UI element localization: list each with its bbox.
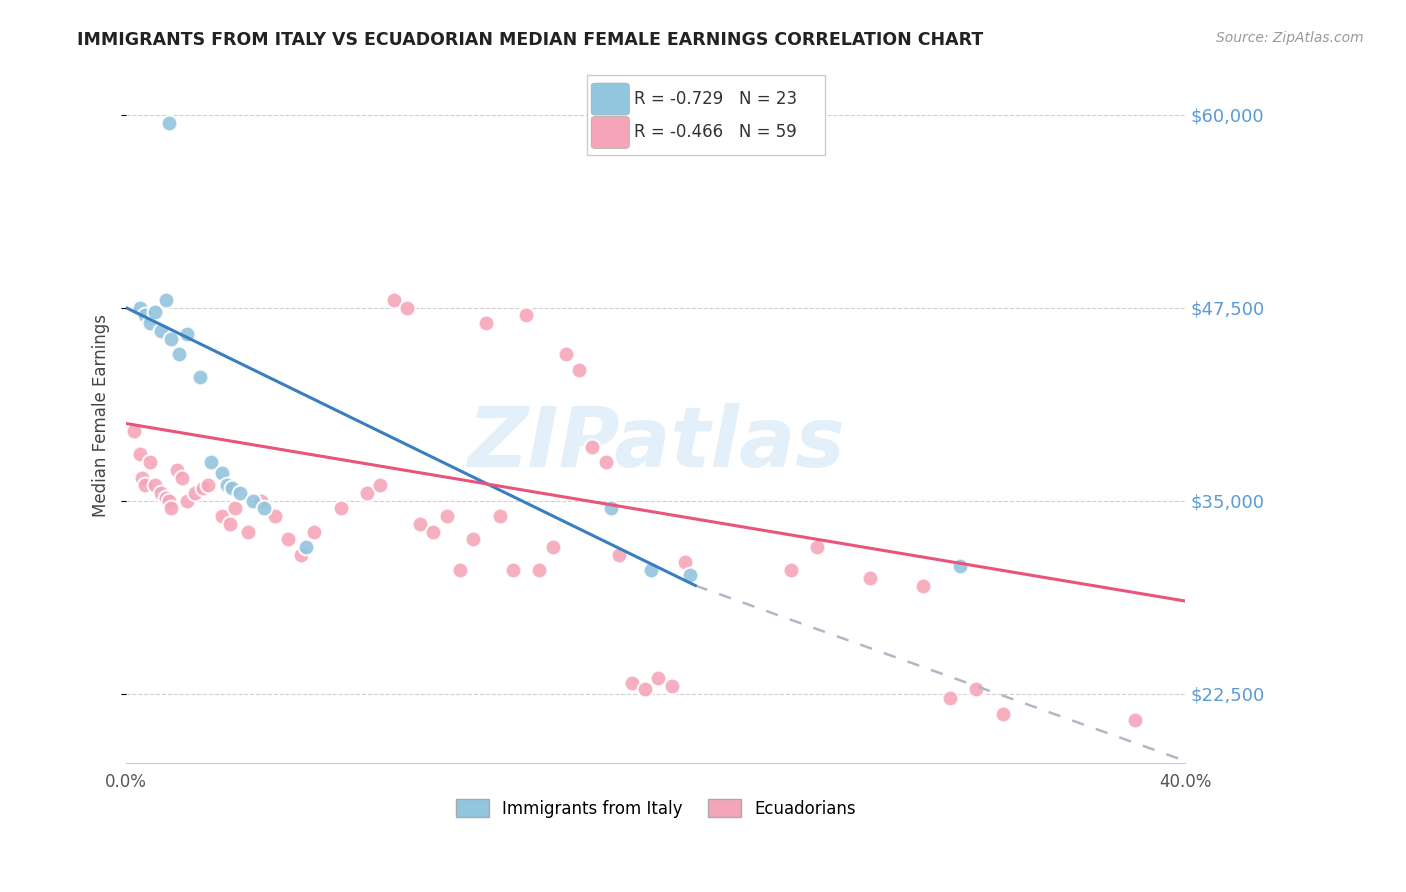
Point	[157, 115, 180, 129]
Point	[215, 478, 238, 492]
Point	[128, 447, 150, 461]
Point	[191, 482, 214, 496]
Text: R = -0.466   N = 59: R = -0.466 N = 59	[634, 123, 796, 142]
Point	[200, 455, 222, 469]
Point	[229, 486, 252, 500]
Point	[502, 563, 524, 577]
Point	[991, 706, 1014, 721]
Point	[595, 455, 617, 469]
Point	[329, 501, 352, 516]
Point	[149, 486, 172, 500]
Point	[356, 486, 378, 500]
Point	[304, 524, 326, 539]
Point	[436, 509, 458, 524]
FancyBboxPatch shape	[586, 76, 825, 155]
Point	[661, 679, 683, 693]
Point	[190, 370, 212, 384]
Point	[640, 563, 662, 577]
Point	[949, 558, 972, 573]
Point	[295, 540, 318, 554]
Point	[647, 671, 669, 685]
Point	[236, 524, 259, 539]
Point	[139, 316, 162, 330]
Point	[290, 548, 312, 562]
Text: ZIPatlas: ZIPatlas	[467, 403, 845, 484]
Point	[167, 347, 190, 361]
Point	[395, 301, 418, 315]
Point	[422, 524, 444, 539]
Point	[515, 309, 537, 323]
Point	[250, 493, 273, 508]
Point	[382, 293, 405, 307]
Point	[599, 501, 621, 516]
Point	[607, 548, 630, 562]
Point	[218, 516, 240, 531]
Point	[242, 493, 264, 508]
FancyBboxPatch shape	[592, 117, 630, 148]
Y-axis label: Median Female Earnings: Median Female Earnings	[93, 314, 110, 517]
FancyBboxPatch shape	[592, 83, 630, 115]
Point	[160, 332, 183, 346]
Point	[938, 691, 960, 706]
Point	[449, 563, 471, 577]
Point	[128, 301, 150, 315]
Text: Source: ZipAtlas.com: Source: ZipAtlas.com	[1216, 31, 1364, 45]
Point	[176, 493, 198, 508]
Point	[409, 516, 432, 531]
Point	[370, 478, 392, 492]
Point	[673, 556, 696, 570]
Point	[145, 305, 167, 319]
Point	[134, 309, 156, 323]
Point	[253, 501, 276, 516]
Point	[488, 509, 510, 524]
Point	[122, 424, 145, 438]
Point	[277, 533, 299, 547]
Point	[131, 470, 153, 484]
Point	[149, 324, 172, 338]
Point	[621, 676, 644, 690]
Point	[463, 533, 485, 547]
Point	[157, 493, 180, 508]
Point	[679, 567, 702, 582]
Point	[806, 540, 828, 554]
Point	[1123, 713, 1146, 727]
Point	[211, 509, 233, 524]
Point	[155, 293, 177, 307]
Text: R = -0.729   N = 23: R = -0.729 N = 23	[634, 90, 797, 108]
Legend: Immigrants from Italy, Ecuadorians: Immigrants from Italy, Ecuadorians	[449, 793, 863, 824]
Point	[139, 455, 162, 469]
Point	[859, 571, 882, 585]
Point	[541, 540, 564, 554]
Point	[554, 347, 576, 361]
Point	[965, 681, 987, 696]
Point	[581, 440, 603, 454]
Point	[224, 501, 246, 516]
Point	[170, 470, 193, 484]
Point	[184, 486, 207, 500]
Text: IMMIGRANTS FROM ITALY VS ECUADORIAN MEDIAN FEMALE EARNINGS CORRELATION CHART: IMMIGRANTS FROM ITALY VS ECUADORIAN MEDI…	[77, 31, 984, 49]
Point	[145, 478, 167, 492]
Point	[779, 563, 801, 577]
Point	[155, 491, 177, 505]
Point	[197, 478, 219, 492]
Point	[568, 362, 591, 376]
Point	[475, 316, 498, 330]
Point	[529, 563, 551, 577]
Point	[634, 681, 657, 696]
Point	[134, 478, 156, 492]
Point	[221, 482, 243, 496]
Point	[263, 509, 285, 524]
Point	[160, 501, 183, 516]
Point	[912, 579, 935, 593]
Point	[211, 466, 233, 480]
Point	[166, 463, 188, 477]
Point	[176, 326, 198, 341]
